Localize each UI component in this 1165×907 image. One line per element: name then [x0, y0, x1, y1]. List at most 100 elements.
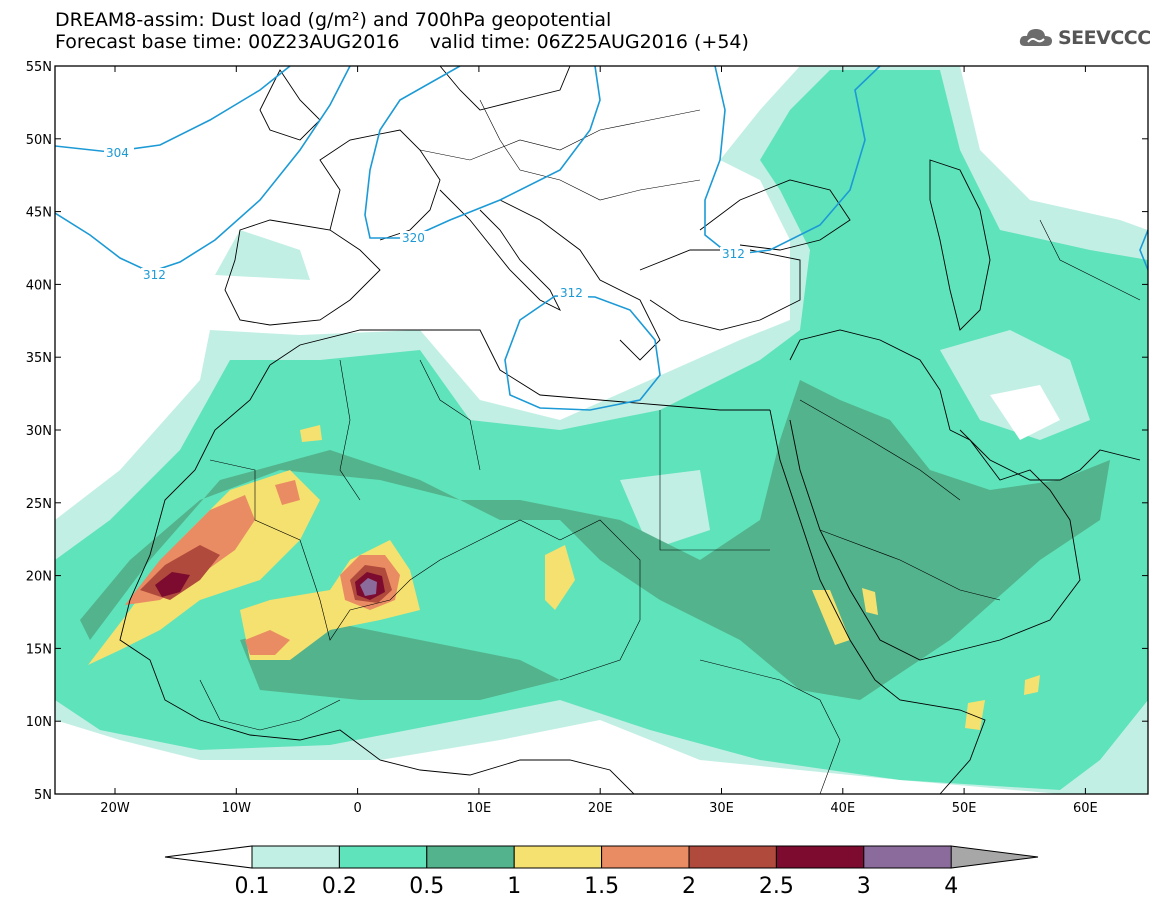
lat-label: 10N — [26, 715, 52, 730]
dust-fields — [55, 66, 1148, 794]
dust-level-1.5-north — [275, 480, 300, 505]
country-borders — [199, 99, 1141, 794]
colorbar-swatch — [338, 845, 428, 869]
lon-label: 0 — [353, 801, 361, 816]
colorbar-tick-label: 2.5 — [759, 874, 794, 899]
dust-level-1.5-mali-west — [245, 630, 290, 655]
lat-label: 55N — [26, 60, 52, 75]
contour-label-bg-2 — [141, 268, 171, 281]
lon-label: 50E — [952, 801, 977, 816]
lat-label: 35N — [26, 351, 52, 366]
contour-304 — [55, 66, 291, 153]
cloud-icon — [1019, 29, 1052, 46]
lon-label: 20E — [588, 801, 613, 816]
coast-turkey — [639, 249, 801, 331]
colorbar-left-arrow — [164, 845, 253, 869]
latitude-axis: 55N 50N 45N 40N 35N 30N 25N 20N 15N 10N 5N — [26, 60, 1148, 803]
contour-312-far-east — [1139, 229, 1148, 271]
border-2 — [339, 359, 361, 501]
contour-312-west — [55, 66, 351, 273]
chart-title: DREAM8-assim: Dust load (g/m²) and 700hP… — [55, 9, 749, 53]
border-11 — [1039, 219, 1141, 301]
border-5 — [559, 519, 641, 681]
lat-label: 45N — [26, 206, 52, 221]
lat-label: 5N — [34, 788, 52, 803]
seevccc-logo: SEEVCCC — [1018, 26, 1151, 50]
colorbar-swatch — [775, 845, 865, 869]
dust-level-3 — [360, 578, 377, 596]
contour-label-320: 320 — [402, 231, 425, 245]
coast-red-sea-east — [789, 419, 1081, 661]
lon-label: 40E — [830, 801, 855, 816]
clear-mali — [620, 470, 710, 550]
title-line-2: Forecast base time: 00Z23AUG2016 valid t… — [55, 31, 749, 53]
contour-312-med — [504, 295, 661, 411]
colorbar-swatch — [688, 845, 777, 869]
lon-label: 10E — [467, 801, 492, 816]
lat-label: 50N — [26, 133, 52, 148]
coast-black-sea — [699, 179, 851, 251]
longitude-axis: 20W 10W 0 10E 20E 30E 40E 50E 60E — [100, 66, 1098, 816]
dust-level-0.1-north — [215, 230, 310, 280]
lat-label: 20N — [26, 570, 52, 585]
contour-label-312-west: 312 — [143, 268, 166, 282]
border-9 — [479, 99, 701, 201]
dust-level-1-somalia — [965, 700, 985, 730]
lon-label: 10W — [222, 801, 252, 816]
border-4 — [659, 410, 770, 551]
contour-label-bg-5 — [558, 286, 588, 299]
colorbar-tick-label: 0.5 — [409, 874, 444, 899]
dust-level-1-eritrea — [812, 590, 850, 645]
colorbar-swatch — [863, 845, 952, 869]
lat-label: 40N — [26, 278, 52, 293]
coast-iberia — [224, 219, 381, 326]
lat-label: 15N — [26, 642, 52, 657]
colorbar-tick-label: 0.1 — [235, 874, 270, 899]
colorbar-tick-label: 3 — [857, 874, 871, 899]
border-6 — [799, 399, 961, 501]
logo-text: SEEVCCC — [1058, 27, 1151, 49]
coast-balkans — [499, 199, 661, 361]
border-10 — [419, 109, 701, 161]
clear-iran — [990, 385, 1060, 440]
dust-level-0.5-sahel — [240, 620, 560, 700]
coast-persian-gulf — [959, 429, 1141, 481]
dust-level-1-afar — [862, 588, 878, 615]
colorbar-swatch — [251, 845, 340, 869]
lon-label: 20W — [100, 801, 130, 816]
contour-label-312-med: 312 — [560, 286, 583, 300]
contour-label-bg-1 — [104, 146, 134, 159]
border-1 — [209, 459, 561, 641]
colorbar-swatch — [601, 845, 690, 869]
coastlines — [119, 66, 1141, 794]
colorbar-tick-label: 0.2 — [322, 874, 357, 899]
dust-level-1-chad — [545, 545, 575, 610]
contour-label-304: 304 — [106, 146, 129, 160]
lat-label: 25N — [26, 497, 52, 512]
colorbar-right-arrow — [950, 845, 1039, 869]
border-3 — [419, 359, 481, 471]
coast-italy — [439, 189, 562, 312]
colorbar-tick-label: 4 — [944, 874, 958, 899]
border-7 — [819, 529, 1001, 601]
colorbar-swatch — [426, 845, 515, 869]
dust-level-1-algeria — [300, 425, 322, 442]
lon-label: 30E — [709, 801, 734, 816]
coast-france — [319, 129, 441, 241]
coast-nw-africa — [119, 364, 635, 794]
colorbar: 0.1 0.2 0.5 1 1.5 2 2.5 3 4 — [164, 845, 1039, 899]
coast-caspian — [929, 159, 991, 331]
dust-level-0.5 — [80, 380, 1110, 700]
lat-label: 30N — [26, 424, 52, 439]
dust-level-1-oman — [1024, 675, 1040, 695]
coast-gulf — [789, 329, 951, 431]
border-12 — [199, 679, 341, 731]
contour-label-bg-3 — [400, 231, 430, 244]
colorbar-tick-label: 1 — [507, 874, 521, 899]
lon-label: 60E — [1073, 801, 1098, 816]
coast-scandinavia — [439, 66, 571, 111]
coast-britain — [259, 69, 321, 141]
title-line-1: DREAM8-assim: Dust load (g/m²) and 700hP… — [55, 9, 612, 31]
colorbar-tick-label: 2 — [682, 874, 696, 899]
